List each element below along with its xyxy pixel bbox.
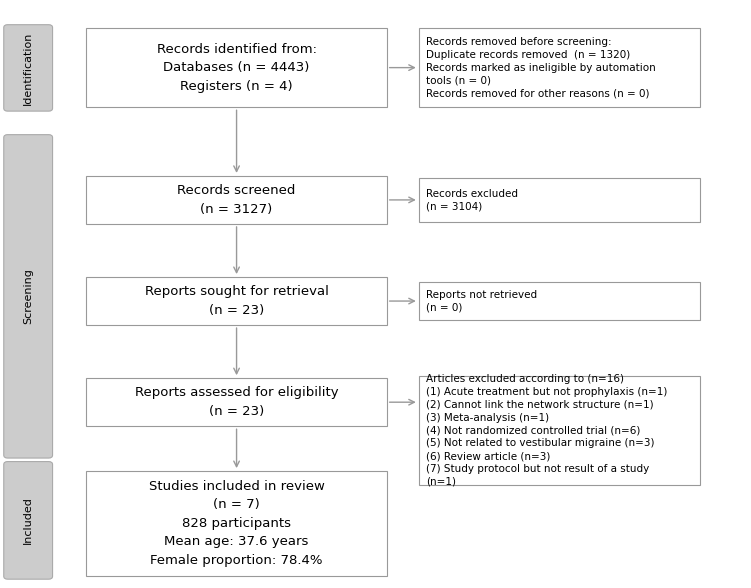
Text: Identification: Identification	[23, 31, 33, 105]
Bar	[86, 277, 387, 325]
Text: Records screened
(n = 3127): Records screened (n = 3127)	[177, 184, 296, 216]
Text: Screening: Screening	[23, 268, 33, 325]
Text: Records removed before screening:
Duplicate records removed  (n = 1320)
Records : Records removed before screening: Duplic…	[427, 37, 656, 98]
Text: Records excluded
(n = 3104): Records excluded (n = 3104)	[427, 189, 518, 211]
Bar	[86, 176, 387, 224]
Text: Reports assessed for eligibility
(n = 23): Reports assessed for eligibility (n = 23…	[134, 386, 339, 418]
Bar	[86, 471, 387, 576]
Text: Reports not retrieved
(n = 0): Reports not retrieved (n = 0)	[427, 290, 537, 312]
FancyBboxPatch shape	[4, 135, 53, 458]
Bar	[86, 378, 387, 426]
Bar	[419, 178, 701, 222]
Text: Articles excluded according to (n=16)
(1) Acute treatment but not prophylaxis (n: Articles excluded according to (n=16) (1…	[427, 374, 668, 487]
Text: Included: Included	[23, 496, 33, 544]
Text: Studies included in review
(n = 7)
828 participants
Mean age: 37.6 years
Female : Studies included in review (n = 7) 828 p…	[149, 480, 324, 567]
Bar	[86, 28, 387, 107]
FancyBboxPatch shape	[4, 25, 53, 111]
FancyBboxPatch shape	[4, 462, 53, 579]
Text: Reports sought for retrieval
(n = 23): Reports sought for retrieval (n = 23)	[145, 285, 328, 317]
Bar	[419, 376, 701, 485]
Text: Records identified from:
Databases (n = 4443)
Registers (n = 4): Records identified from: Databases (n = …	[156, 42, 317, 93]
Bar	[419, 282, 701, 320]
Bar	[419, 28, 701, 107]
